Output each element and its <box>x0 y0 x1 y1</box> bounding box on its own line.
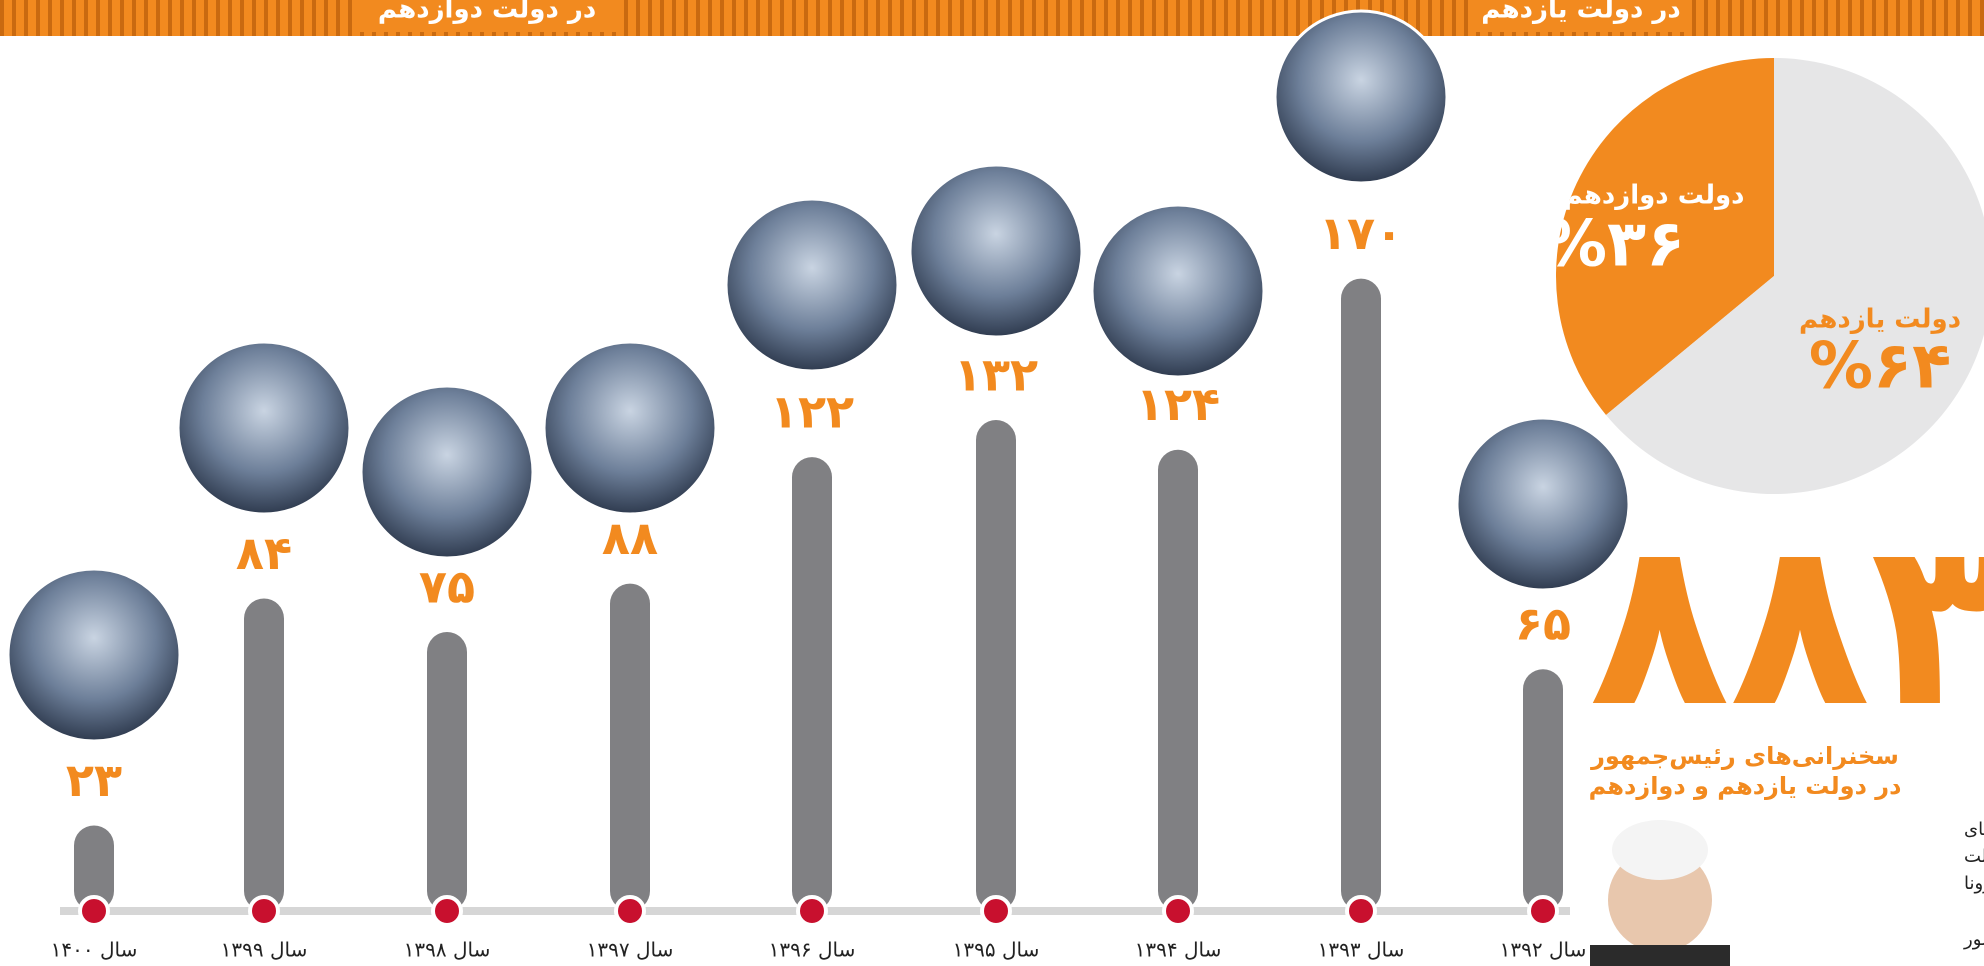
bar-dot <box>980 895 1012 927</box>
photo <box>724 197 900 373</box>
value-label: ۸۸ <box>602 511 658 565</box>
photos <box>6 9 1631 743</box>
x-label: سال ۱۳۹۳ <box>1318 938 1405 962</box>
bar-dot <box>431 895 463 927</box>
paragraph-line: مهم‌ترین عامل در کاهش کنش‌های <box>1964 819 1984 840</box>
pie-label: دولت یازدهم <box>1799 305 1961 335</box>
photo <box>6 567 182 743</box>
bar-dot <box>1527 895 1559 927</box>
paragraph-line: گفتاری رئیس‌جمهور در دولت <box>1964 845 1984 867</box>
total: ۸۸۳ <box>1589 491 1984 758</box>
banner-right: در دولت یازدهم <box>1481 0 1680 25</box>
photo <box>176 340 352 516</box>
bar <box>427 632 467 911</box>
banner-label-bg <box>1470 0 1690 32</box>
bar <box>976 419 1016 911</box>
bar-dot <box>1162 895 1194 927</box>
bar-dot <box>1345 895 1377 927</box>
photo <box>1090 203 1266 379</box>
x-label: سال ۱۳۹۴ <box>1135 938 1222 962</box>
pie-slice <box>1606 58 1984 494</box>
bar <box>792 457 832 911</box>
value-label: ۲۳ <box>66 753 122 807</box>
photo <box>908 163 1084 339</box>
bar <box>610 583 650 911</box>
value-label: ۶۵ <box>1515 597 1571 651</box>
caption: سخنرانی‌های رئیس‌جمهور <box>1590 742 1899 770</box>
photo <box>1273 9 1449 185</box>
x-label: سال ۱۴۰۰ <box>51 938 138 962</box>
portrait-robe <box>1590 945 1730 966</box>
pie-label: دولت دوازدهم <box>1564 181 1745 211</box>
bar <box>74 825 114 911</box>
pie-slice <box>1556 58 1774 415</box>
caption: در دولت یازدهم و دوازدهم <box>1589 772 1902 800</box>
bar-dot <box>248 895 280 927</box>
pie-value: %۳۶ <box>1543 208 1685 282</box>
photo <box>359 384 535 560</box>
x-label: سال ۱۳۹۸ <box>404 938 491 962</box>
x-label: سال ۱۳۹۷ <box>587 938 674 962</box>
paragraph-line: و بلایای طبیعی در کشور <box>1963 929 1984 950</box>
photo <box>542 340 718 516</box>
banner-label-bg <box>360 0 620 32</box>
banner-left: در دولت دوازدهم <box>378 0 596 25</box>
x-label: سال ۱۳۹۶ <box>769 938 856 962</box>
bar <box>1158 449 1198 911</box>
bar-dot <box>796 895 828 927</box>
bar-dot <box>614 895 646 927</box>
bar <box>244 598 284 911</box>
value-label: ۱۳۲ <box>954 347 1038 401</box>
value-label: ۱۷۰ <box>1319 206 1403 260</box>
value-label: ۷۵ <box>419 560 475 614</box>
x-label: سال ۱۳۹۵ <box>953 938 1040 962</box>
portrait <box>1590 820 1730 966</box>
bar-dot <box>78 895 110 927</box>
portrait-turban <box>1612 820 1708 880</box>
photo <box>1455 416 1631 592</box>
x-label: سال ۱۳۹۲ <box>1500 938 1587 962</box>
value-label: ۸۴ <box>236 526 292 580</box>
pie-value: %۶۴ <box>1809 330 1951 404</box>
x-label: سال ۱۳۹۹ <box>221 938 308 962</box>
value-label: ۱۲۴ <box>1136 377 1220 431</box>
bar <box>1523 669 1563 911</box>
paragraph-line: دوازدهم، شیوع ویروس کرونا <box>1964 873 1984 894</box>
value-label: ۱۲۲ <box>770 385 854 439</box>
bar <box>1341 278 1381 912</box>
